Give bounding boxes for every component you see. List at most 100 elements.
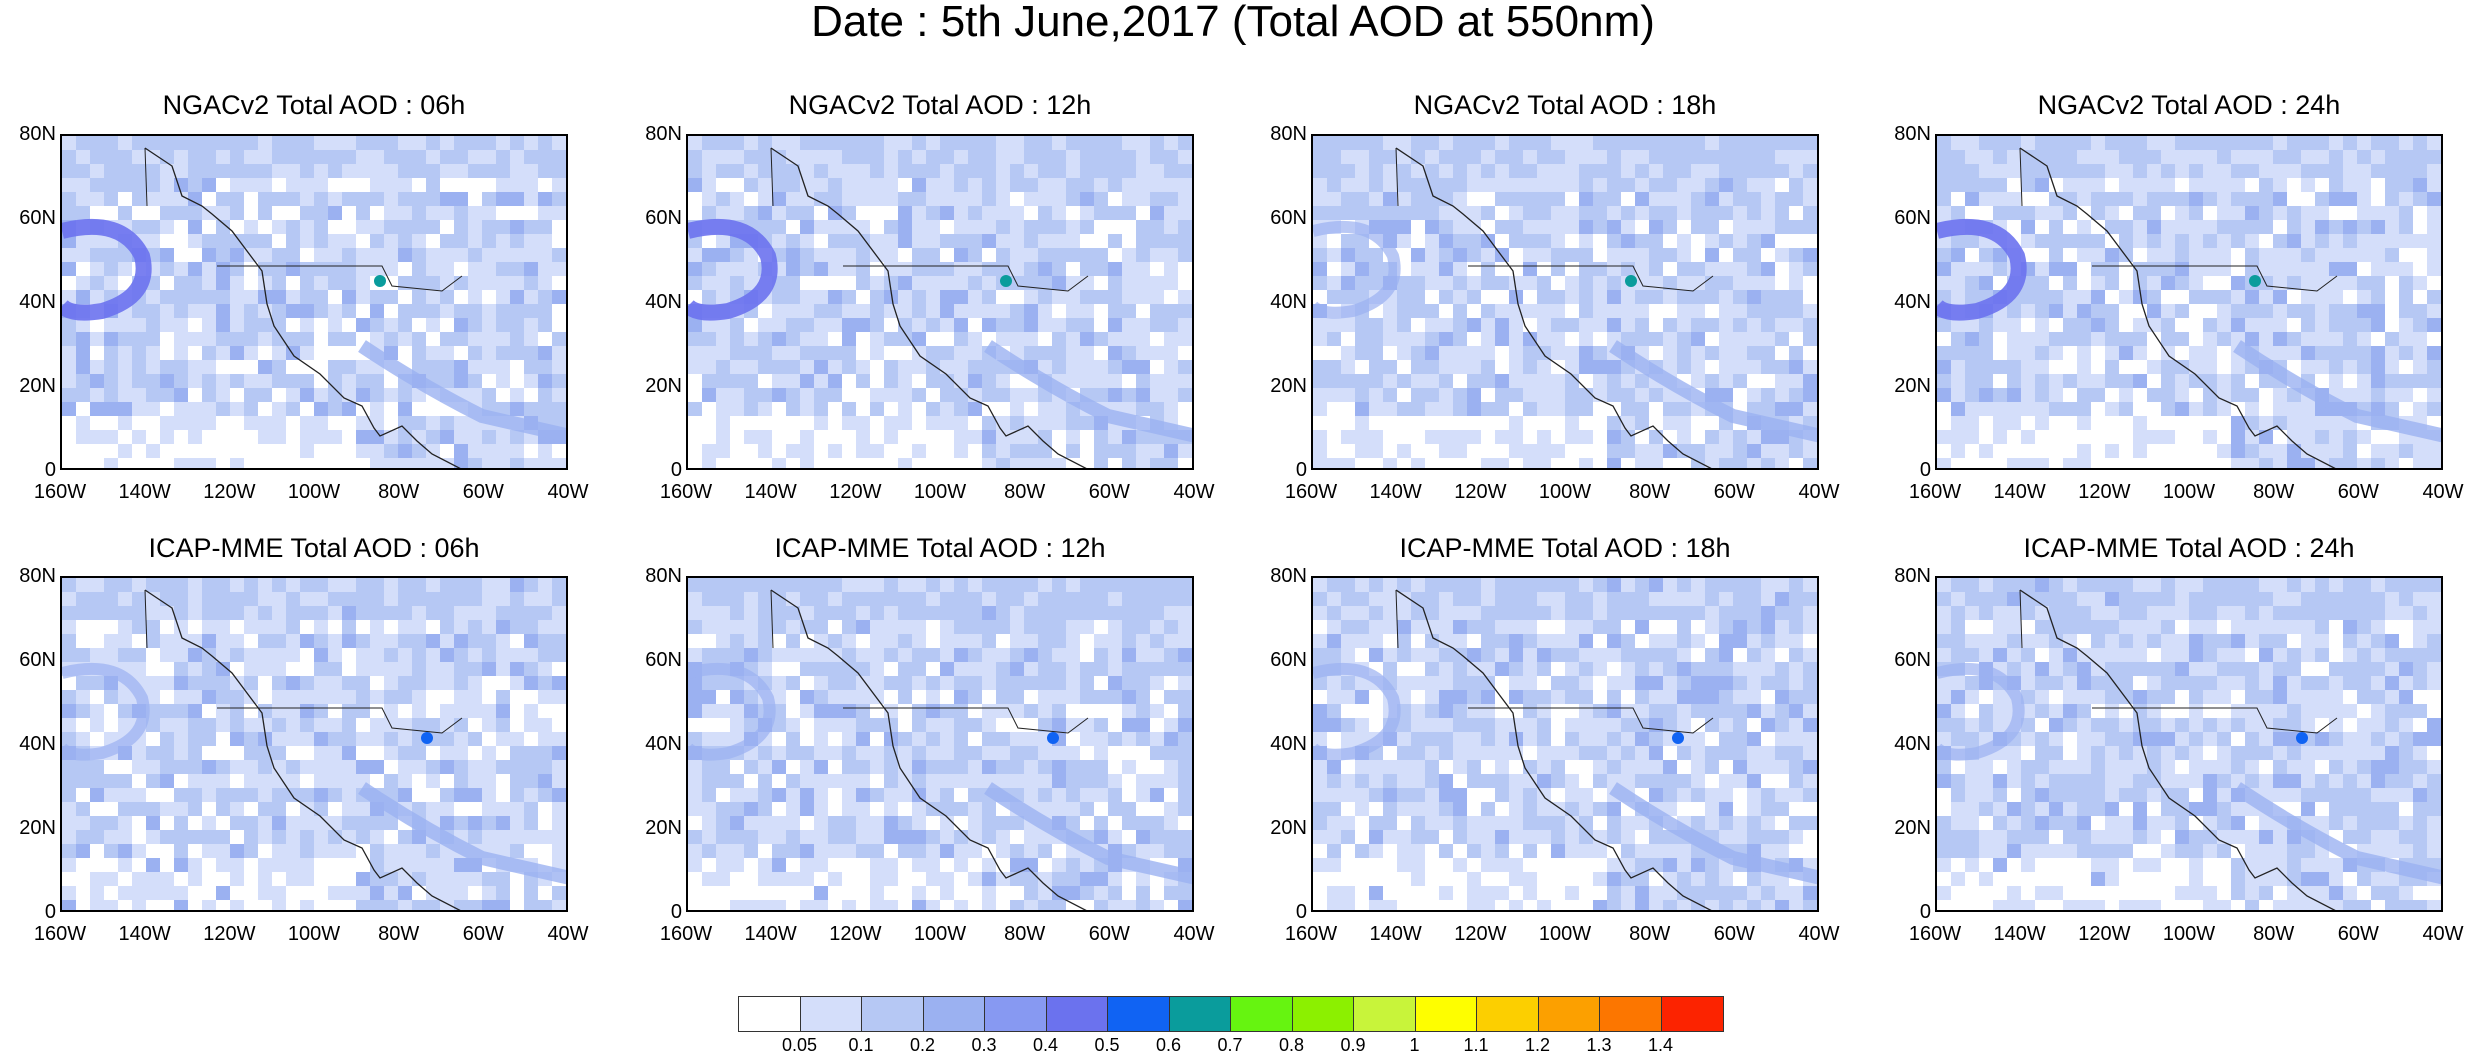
lon-label: 140W <box>118 923 171 945</box>
lat-label: 0 <box>44 459 56 481</box>
lat-label: 0 <box>1295 901 1307 923</box>
panel-title: NGACv2 Total AOD : 06h <box>162 90 466 120</box>
lat-label: 80N <box>1270 565 1307 587</box>
panel-title: ICAP-MME Total AOD : 18h <box>1399 533 1731 563</box>
lon-label: 100W <box>1538 923 1592 945</box>
lat-label: 0 <box>1919 459 1931 481</box>
lon-label: 60W <box>1713 923 1755 945</box>
lon-label: 120W <box>203 481 256 503</box>
lon-label: 160W <box>1284 923 1338 945</box>
lon-label: 60W <box>2337 481 2379 503</box>
lon-label: 120W <box>2078 923 2131 945</box>
colorbar-label: 0.05 <box>781 1035 818 1055</box>
colorbar-label: 0.1 <box>848 1035 874 1055</box>
lat-label: 20N <box>645 375 682 397</box>
lat-label: 20N <box>645 817 682 839</box>
lon-label: 140W <box>1369 481 1422 503</box>
lon-label: 100W <box>2162 923 2216 945</box>
lat-label: 40N <box>1270 733 1307 755</box>
lon-label: 80W <box>378 481 420 503</box>
lat-label: 40N <box>1894 291 1931 313</box>
map-panel <box>1311 134 1819 470</box>
lon-label: 120W <box>2078 481 2131 503</box>
lon-label: 80W <box>1004 481 1046 503</box>
panel-title: ICAP-MME Total AOD : 24h <box>2023 533 2355 563</box>
lon-label: 120W <box>1454 923 1507 945</box>
colorbar-label: 0.6 <box>1155 1035 1182 1055</box>
lat-label: 80N <box>1894 565 1931 587</box>
lat-label: 60N <box>645 207 682 229</box>
lon-label: 60W <box>1088 481 1130 503</box>
lat-label: 20N <box>1894 817 1931 839</box>
lon-label: 80W <box>1004 923 1046 945</box>
lon-label: 40W <box>1173 923 1215 945</box>
lon-label: 40W <box>1173 481 1215 503</box>
aod-field <box>62 578 566 910</box>
map-panel <box>686 134 1194 470</box>
lat-label: 60N <box>645 649 682 671</box>
colorbar-swatch <box>739 997 801 1031</box>
colorbar-swatch <box>1354 997 1416 1031</box>
map-panel <box>1935 134 2443 470</box>
lat-label: 80N <box>645 123 682 145</box>
lat-label: 0 <box>44 901 56 923</box>
aod-field <box>688 136 1192 468</box>
lon-label: 80W <box>1629 481 1671 503</box>
panel-title: NGACv2 Total AOD : 12h <box>788 90 1092 120</box>
lon-label: 160W <box>1284 481 1338 503</box>
lon-label: 80W <box>2253 923 2295 945</box>
lon-label: 100W <box>913 923 967 945</box>
colorbar-label: 0.8 <box>1278 1035 1305 1055</box>
colorbar-label: 0.3 <box>971 1035 997 1055</box>
lat-label: 80N <box>19 123 56 145</box>
aod-field <box>1937 136 2441 468</box>
lon-label: 100W <box>1538 481 1592 503</box>
lon-label: 160W <box>659 923 713 945</box>
lat-label: 40N <box>1270 291 1307 313</box>
map-panel <box>60 576 568 912</box>
lat-label: 60N <box>19 649 56 671</box>
colorbar-label: 1.1 <box>1463 1035 1489 1055</box>
colorbar-swatch <box>1538 997 1600 1031</box>
panel-title: NGACv2 Total AOD : 18h <box>1413 90 1717 120</box>
lon-label: 40W <box>2422 923 2464 945</box>
lon-label: 80W <box>378 923 420 945</box>
lat-label: 20N <box>1270 817 1307 839</box>
colorbar-label: 0.9 <box>1340 1035 1366 1055</box>
lon-label: 40W <box>547 481 589 503</box>
colorbar-label: 1 <box>1409 1035 1420 1055</box>
colorbar-swatch <box>1661 997 1723 1031</box>
lon-label: 120W <box>203 923 256 945</box>
lon-label: 60W <box>462 923 504 945</box>
lon-label: 80W <box>1629 923 1671 945</box>
lon-label: 140W <box>744 481 797 503</box>
colorbar-label: 0.7 <box>1217 1035 1243 1055</box>
lon-label: 160W <box>1908 923 1962 945</box>
lat-label: 20N <box>19 817 56 839</box>
lon-label: 120W <box>1454 481 1507 503</box>
lat-label: 60N <box>19 207 56 229</box>
panel-title: ICAP-MME Total AOD : 06h <box>148 533 480 563</box>
lat-label: 80N <box>1270 123 1307 145</box>
colorbar-swatch <box>1477 997 1539 1031</box>
aod-field <box>688 578 1192 910</box>
panel-title: ICAP-MME Total AOD : 12h <box>774 533 1106 563</box>
lon-label: 120W <box>829 481 882 503</box>
map-panel <box>1311 576 1819 912</box>
map-panel <box>686 576 1194 912</box>
colorbar-swatch <box>800 997 862 1031</box>
lon-label: 100W <box>2162 481 2216 503</box>
lat-label: 40N <box>19 291 56 313</box>
lat-label: 60N <box>1894 649 1931 671</box>
lat-label: 40N <box>19 733 56 755</box>
lon-label: 160W <box>33 481 87 503</box>
colorbar-swatch <box>1046 997 1108 1031</box>
lat-label: 20N <box>1894 375 1931 397</box>
colorbar-swatch <box>862 997 924 1031</box>
colorbar-swatch <box>1600 997 1662 1031</box>
aod-field <box>1313 136 1817 468</box>
colorbar-label: 0.5 <box>1094 1035 1120 1055</box>
colorbar-label: 1.3 <box>1586 1035 1612 1055</box>
colorbar-swatch <box>1292 997 1354 1031</box>
colorbar-swatch <box>985 997 1047 1031</box>
